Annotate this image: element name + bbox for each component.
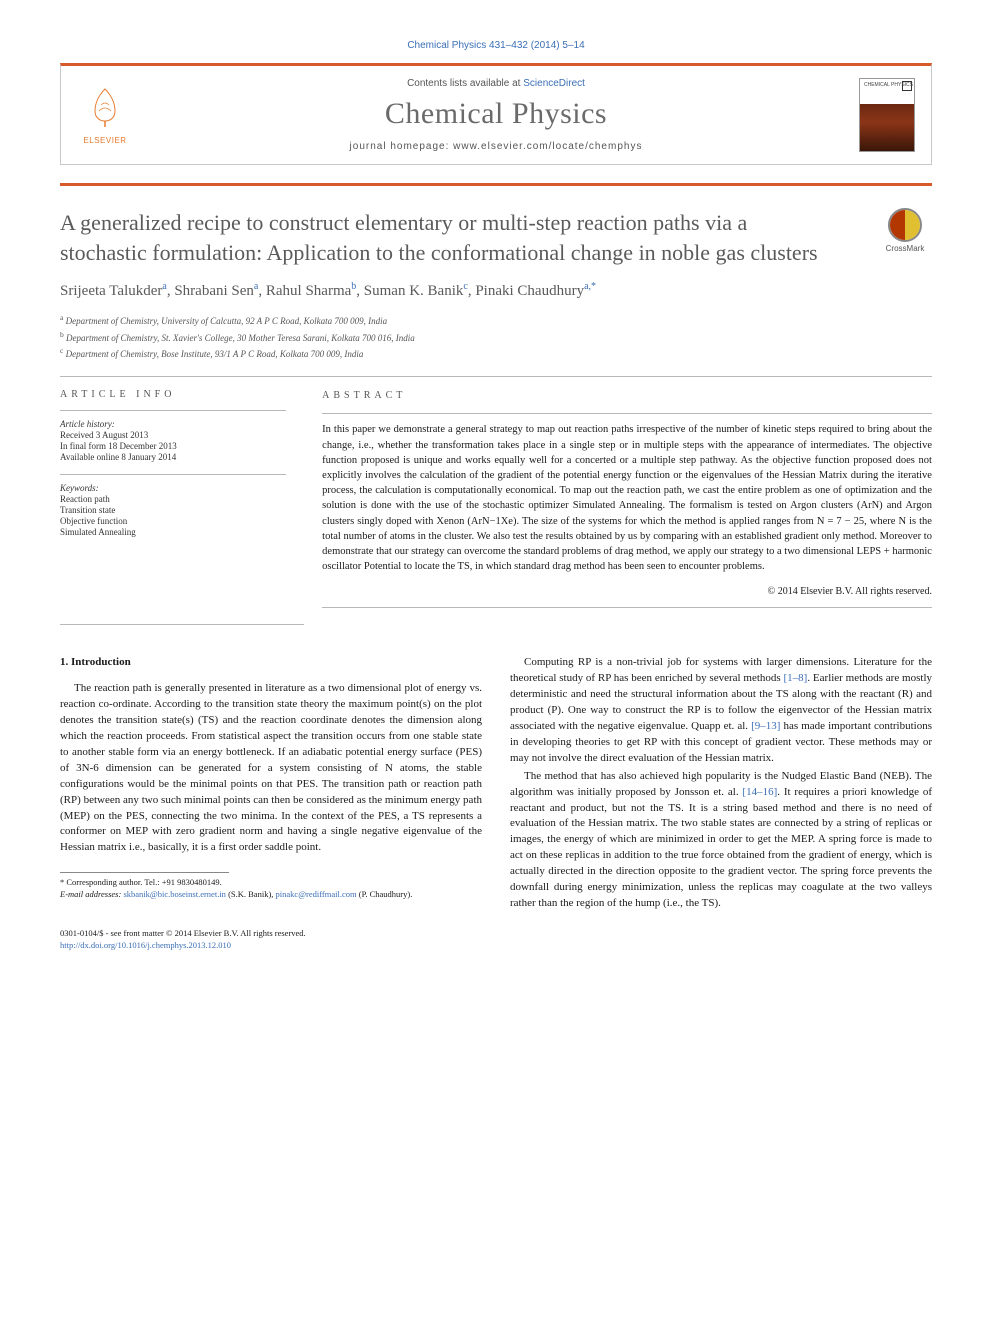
email-who: (S.K. Banik), — [226, 889, 276, 899]
footnote-divider — [60, 872, 229, 873]
paragraph: Computing RP is a non-trivial job for sy… — [510, 655, 932, 767]
journal-homepage: journal homepage: www.elsevier.com/locat… — [133, 141, 859, 152]
author: Suman K. Banikc — [364, 283, 468, 299]
email-label: E-mail addresses: — [60, 889, 123, 899]
final-form-date: In final form 18 December 2013 — [60, 441, 286, 451]
article-info: article info Article history: Received 3… — [60, 377, 304, 620]
abstract-heading: abstract — [322, 389, 932, 404]
footnotes: * Corresponding author. Tel.: +91 983048… — [60, 877, 482, 901]
article-title: A generalized recipe to construct elemen… — [60, 208, 878, 267]
email-link[interactable]: skbanik@bic.boseinst.ernet.in — [123, 889, 226, 899]
keyword: Reaction path — [60, 494, 286, 504]
divider — [60, 624, 304, 625]
email-link[interactable]: pinakc@rediffmail.com — [276, 889, 357, 899]
affiliation: b Department of Chemistry, St. Xavier's … — [60, 329, 932, 346]
doi-link[interactable]: http://dx.doi.org/10.1016/j.chemphys.201… — [60, 940, 231, 950]
email-who: (P. Chaudhury). — [357, 889, 413, 899]
elsevier-label: ELSEVIER — [77, 136, 133, 145]
divider — [60, 474, 286, 475]
divider — [322, 607, 932, 608]
contents-pre: Contents lists available at — [407, 78, 523, 89]
citation-link[interactable]: [14–16] — [742, 786, 777, 798]
history-label: Article history: — [60, 419, 286, 429]
section-heading: 1. Introduction — [60, 655, 482, 671]
author: Rahul Sharmab — [266, 283, 356, 299]
email-line: E-mail addresses: skbanik@bic.boseinst.e… — [60, 889, 482, 901]
sciencedirect-link[interactable]: ScienceDirect — [523, 78, 585, 89]
front-matter: 0301-0104/$ - see front matter © 2014 El… — [60, 928, 932, 940]
crossmark-icon — [888, 208, 922, 242]
info-heading: article info — [60, 389, 286, 400]
author-list: Srijeeta Talukdera, Shrabani Sena, Rahul… — [60, 281, 932, 300]
keyword: Simulated Annealing — [60, 527, 286, 537]
online-date: Available online 8 January 2014 — [60, 452, 286, 462]
affiliations: a Department of Chemistry, University of… — [60, 312, 932, 362]
header-divider — [60, 183, 932, 186]
journal-cover-thumb: CHEMICAL PHYSICS — [859, 78, 915, 152]
keyword: Transition state — [60, 505, 286, 515]
keyword: Objective function — [60, 516, 286, 526]
elsevier-tree-icon — [83, 85, 127, 129]
crossmark-label: CrossMark — [878, 244, 932, 253]
text-run: . It requires a priori knowledge of reac… — [510, 786, 932, 910]
footer-meta: 0301-0104/$ - see front matter © 2014 El… — [60, 928, 932, 952]
affiliation: a Department of Chemistry, University of… — [60, 312, 932, 329]
cover-label: CHEMICAL PHYSICS — [864, 83, 913, 89]
abstract-copyright: © 2014 Elsevier B.V. All rights reserved… — [322, 585, 932, 600]
running-citation: Chemical Physics 431–432 (2014) 5–14 — [60, 40, 932, 51]
contents-available: Contents lists available at ScienceDirec… — [133, 78, 859, 89]
author: Shrabani Sena — [174, 283, 258, 299]
elsevier-logo: ELSEVIER — [77, 85, 133, 145]
divider — [60, 410, 286, 411]
body-text: 1. Introduction The reaction path is gen… — [60, 655, 932, 912]
crossmark-badge[interactable]: CrossMark — [878, 208, 932, 253]
paragraph: The method that has also achieved high p… — [510, 769, 932, 912]
citation-link[interactable]: [1–8] — [784, 672, 808, 684]
abstract-text: In this paper we demonstrate a general s… — [322, 422, 932, 574]
journal-name: Chemical Physics — [133, 97, 859, 131]
author: Srijeeta Talukdera — [60, 283, 167, 299]
author: Pinaki Chaudhurya,* — [475, 283, 596, 299]
paragraph: The reaction path is generally presented… — [60, 681, 482, 856]
affiliation: c Department of Chemistry, Bose Institut… — [60, 345, 932, 362]
journal-header: ELSEVIER Contents lists available at Sci… — [60, 63, 932, 165]
citation-link[interactable]: [9–13] — [751, 720, 780, 732]
keywords-label: Keywords: — [60, 483, 286, 493]
abstract: abstract In this paper we demonstrate a … — [304, 377, 932, 620]
received-date: Received 3 August 2013 — [60, 430, 286, 440]
divider — [322, 413, 932, 414]
corresponding-author: * Corresponding author. Tel.: +91 983048… — [60, 877, 482, 889]
